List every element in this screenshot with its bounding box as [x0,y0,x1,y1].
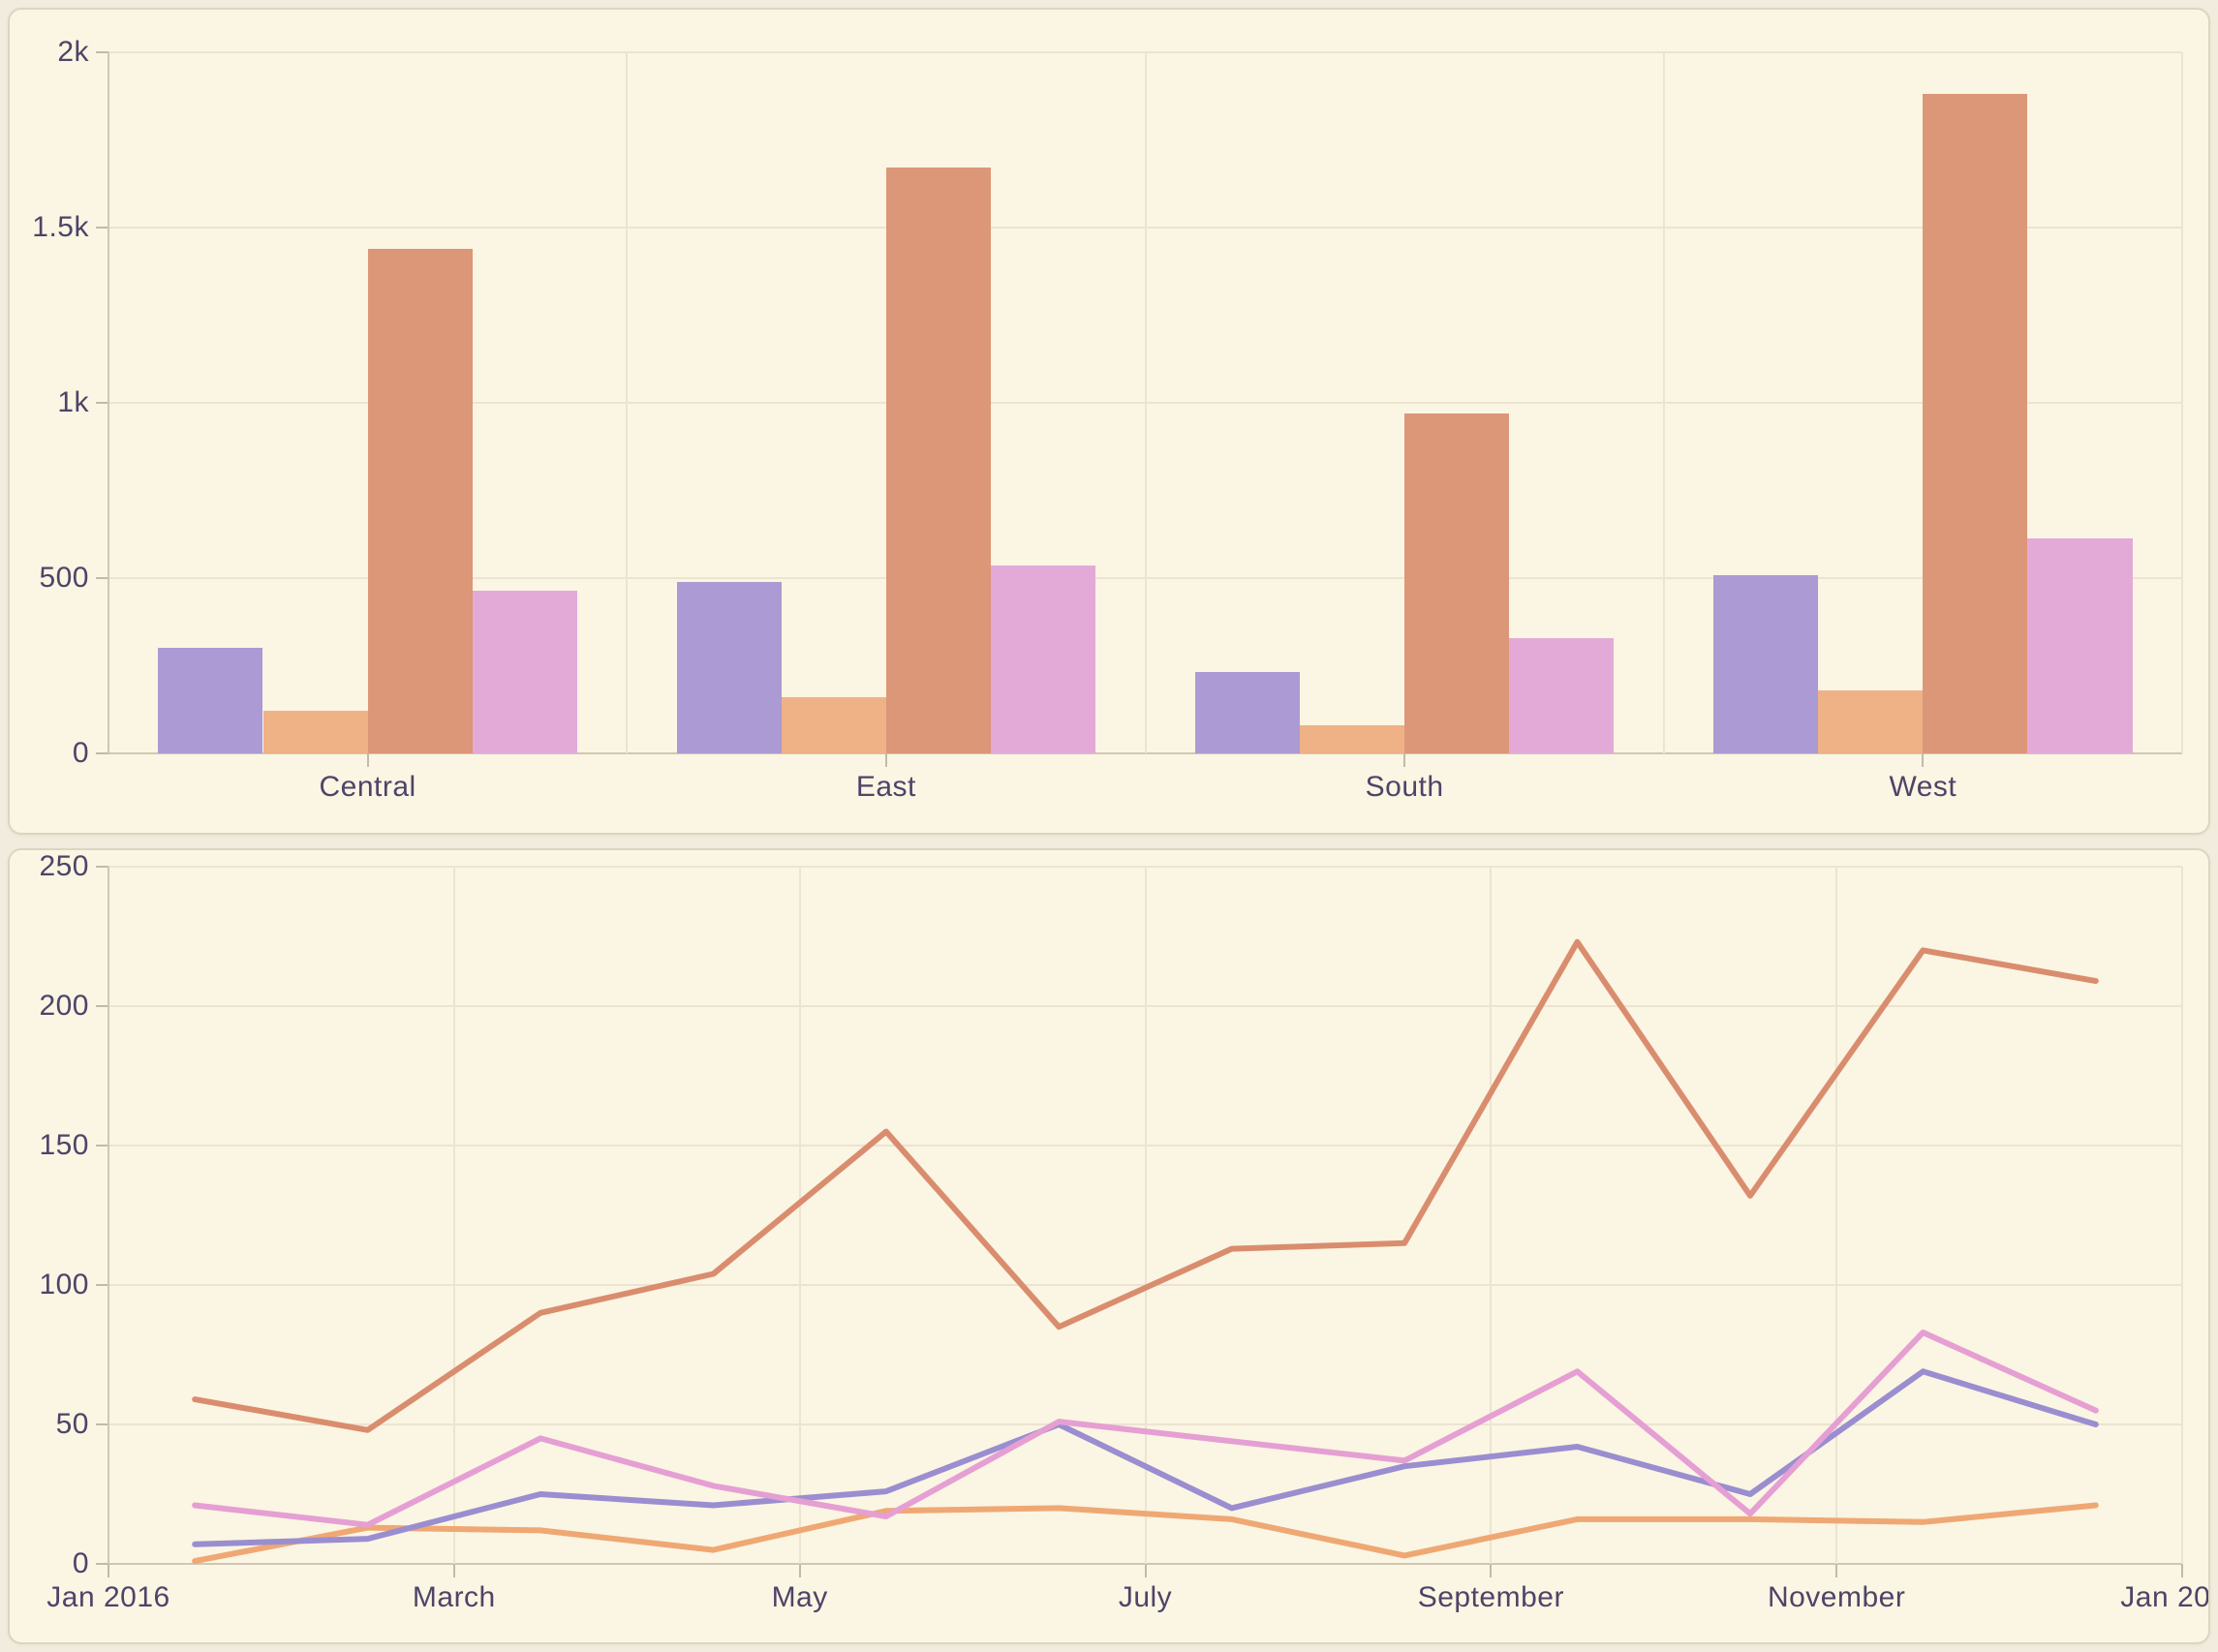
y-axis-label: 150 [39,1129,89,1161]
line-chart-panel: 0 50 100 150 200 250 Jan 2016 March May July Septe… [8,848,2210,1644]
bar-south-series-3[interactable] [1404,413,1510,753]
y-axis-tick [96,1563,108,1565]
bar-west-series-1[interactable] [1713,575,1819,753]
x-axis-tick [1835,1564,1838,1577]
y-axis-label: 1k [57,386,89,418]
y-axis-tick [96,1005,108,1007]
bar-central-series-3[interactable] [367,248,473,753]
y-axis-label: 250 [39,850,89,882]
x-axis-label: South [1365,771,1444,803]
bar-south-series-4[interactable] [1509,638,1615,753]
bar-west-series-4[interactable] [2027,538,2133,753]
y-axis-label: 2k [57,36,89,68]
grid-line-x [798,867,801,1564]
grid-line-x [2181,867,2183,1564]
x-axis-tick [1490,1564,1493,1577]
bar-south-series-2[interactable] [1300,725,1405,753]
grid-line-x [1490,867,1493,1564]
x-axis-label: September [1417,1581,1564,1613]
y-axis-label: 100 [39,1269,89,1300]
bar-east-series-1[interactable] [676,581,782,753]
bar-west-series-3[interactable] [1923,94,2028,753]
x-axis-tick [2181,1564,2183,1577]
grid-line-x [1835,867,1838,1564]
line-chart-plot: 0 50 100 150 200 250 Jan 2016 March May July Septe… [10,850,2208,1642]
bar-east-series-2[interactable] [781,697,886,753]
x-axis-tick [1403,753,1406,767]
bar-west-series-2[interactable] [1818,689,1924,753]
y-axis-tick [96,1423,108,1425]
grid-line-x [1144,52,1147,753]
grid-line-x [1662,52,1665,753]
y-axis-label: 200 [39,990,89,1022]
y-axis-tick [96,577,108,579]
bar-chart-plot: 0 500 1k 1.5k 2k Central East South West [10,10,2208,833]
line-series-1[interactable] [192,938,2099,1433]
x-axis-label: Central [319,771,416,803]
y-axis-line [108,52,109,753]
bar-east-series-4[interactable] [990,566,1096,753]
line-series-4[interactable] [192,1330,2099,1528]
y-axis-tick [96,227,108,229]
bar-south-series-1[interactable] [1194,671,1300,753]
x-axis-tick [798,1564,801,1577]
x-axis-tick [452,1564,455,1577]
y-axis-tick [96,51,108,53]
bar-central-series-2[interactable] [262,710,368,753]
x-axis-label: November [1767,1581,1906,1613]
x-axis-tick [366,753,369,767]
y-axis-label: 0 [72,1547,89,1579]
y-axis-label: 500 [39,562,89,594]
y-axis-tick [96,1284,108,1286]
y-axis-tick [96,752,108,754]
grid-line-x [626,52,629,753]
grid-line-x [2181,52,2183,753]
bar-east-series-3[interactable] [885,168,991,753]
x-axis-line [108,752,2182,754]
bar-chart-panel: 0 500 1k 1.5k 2k Central East South West [8,8,2210,835]
grid-line-x [452,867,455,1564]
x-axis-tick [884,753,887,767]
y-axis-tick [96,866,108,868]
y-axis-label: 1.5k [32,211,89,243]
x-axis-tick [108,1564,109,1577]
line-series-3[interactable] [192,1368,2099,1547]
grid-line-x [1144,867,1147,1564]
x-axis-label: Jan 2017 [2120,1581,2210,1613]
x-axis-label: July [1118,1581,1173,1613]
x-axis-label: East [855,771,916,803]
x-axis-label: Jan 2016 [46,1581,170,1613]
y-axis-line [108,867,109,1564]
y-axis-tick [96,1145,108,1147]
bar-central-series-4[interactable] [472,590,577,753]
bar-central-series-1[interactable] [158,648,263,753]
x-axis-label: West [1889,771,1957,803]
line-series-layer [192,938,2099,1565]
y-axis-tick [96,402,108,404]
y-axis-label: 0 [72,737,89,769]
y-axis-label: 50 [55,1408,89,1440]
x-axis-tick [1144,1564,1147,1577]
x-axis-label: May [771,1581,828,1613]
line-series-2[interactable] [192,1502,2099,1565]
x-axis-tick [1922,753,1925,767]
x-axis-label: March [412,1581,496,1613]
